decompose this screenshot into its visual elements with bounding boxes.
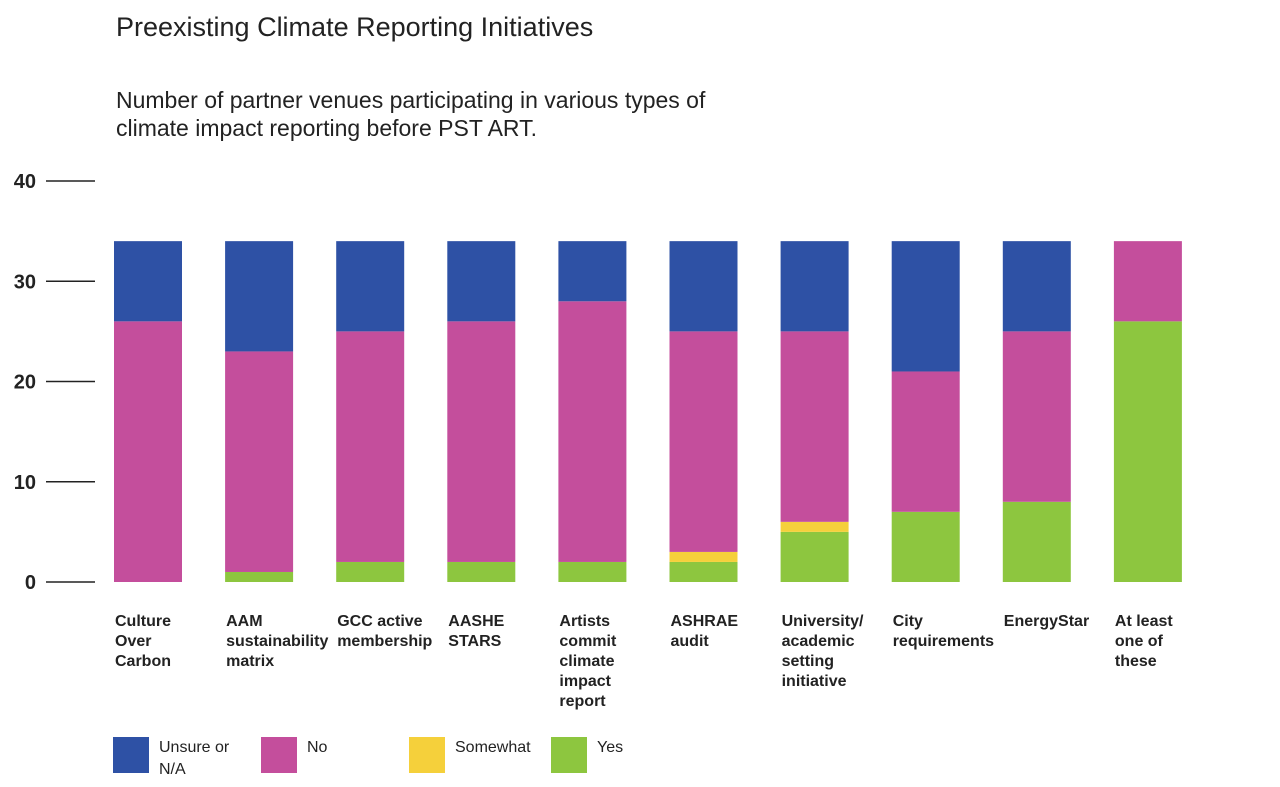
bar-segment-unsure-or-n-a: [891, 241, 960, 372]
bar-segment-yes: [669, 561, 738, 582]
bar-segment-unsure-or-n-a: [558, 241, 627, 302]
y-tick-label: 20: [14, 372, 36, 394]
bar-segment-no: [336, 331, 405, 562]
bar-segment-yes: [225, 571, 294, 582]
legend-item: Somewhat: [409, 737, 540, 773]
chart-subtitle: Number of partner venues participating i…: [116, 87, 706, 141]
bar-segment-no: [1113, 241, 1182, 322]
x-tick-label: AAM sustainability matrix: [226, 613, 329, 670]
bar-segment-somewhat: [669, 551, 738, 562]
bar-segment-no: [114, 321, 182, 582]
x-tick-label: Culture Over Carbon: [115, 613, 171, 670]
legend-label: Somewhat: [455, 739, 531, 756]
legend-item: Unsure or N/A: [113, 737, 244, 781]
bar-segment-yes: [1002, 501, 1071, 582]
bar-segment-yes: [891, 511, 960, 582]
bar-segment-no: [669, 331, 738, 552]
legend-swatch: [261, 737, 297, 773]
y-tick-label: 0: [25, 572, 36, 594]
x-tick-label: EnergyStar: [1003, 613, 1090, 630]
x-tick-label: At least one of these: [1114, 613, 1173, 670]
bar-segment-unsure-or-n-a: [225, 241, 294, 352]
bar-segment-somewhat: [780, 521, 849, 532]
bar-segment-yes: [447, 561, 516, 582]
bar-segment-no: [780, 331, 849, 522]
bar-segment-no: [891, 371, 960, 512]
x-tick-label: ASHRAE audit: [670, 613, 739, 650]
bar-segment-no: [225, 351, 294, 572]
legend-label: Unsure or N/A: [159, 739, 230, 778]
chart-title: Preexisting Climate Reporting Initiative…: [116, 12, 594, 42]
bar-segment-no: [1002, 331, 1071, 502]
y-tick-label: 30: [14, 271, 36, 293]
x-tick-label: GCC active membership: [337, 613, 433, 650]
legend-swatch: [409, 737, 445, 773]
y-tick-label: 40: [14, 171, 36, 193]
bar-segment-unsure-or-n-a: [114, 241, 182, 322]
bar-segment-no: [558, 301, 627, 562]
bar-segment-yes: [558, 561, 627, 582]
x-tick-label: University/ academic setting initiative: [781, 613, 864, 690]
bar-segment-yes: [780, 531, 849, 582]
bar-segment-unsure-or-n-a: [447, 241, 516, 322]
legend-item: No: [261, 737, 392, 773]
legend-label: Yes: [597, 739, 624, 756]
y-tick-label: 10: [14, 472, 36, 494]
x-tick-label: City requirements: [892, 613, 995, 650]
bar-segment-yes: [1113, 321, 1182, 582]
bar-segment-yes: [336, 561, 405, 582]
bar-segment-no: [447, 321, 516, 562]
legend-swatch: [551, 737, 587, 773]
legend-swatch: [113, 737, 149, 773]
bar-segment-unsure-or-n-a: [669, 241, 738, 332]
bar-segment-unsure-or-n-a: [780, 241, 849, 332]
legend-item: Yes: [551, 737, 682, 773]
x-tick-label: AASHE STARS: [448, 613, 505, 650]
legend-label: No: [307, 739, 328, 756]
x-tick-label: Artists commit climate impact report: [559, 613, 617, 710]
bar-segment-unsure-or-n-a: [1002, 241, 1071, 332]
bar-segment-unsure-or-n-a: [336, 241, 405, 332]
